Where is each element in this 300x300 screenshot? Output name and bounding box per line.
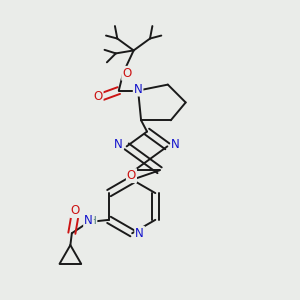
- Text: O: O: [71, 204, 80, 217]
- Text: N: N: [134, 82, 142, 96]
- Text: O: O: [122, 67, 131, 80]
- Text: N: N: [114, 138, 123, 152]
- Text: N: N: [171, 138, 180, 152]
- Text: H: H: [89, 216, 97, 226]
- Text: O: O: [93, 90, 103, 103]
- Text: N: N: [135, 227, 144, 240]
- Text: O: O: [127, 169, 136, 182]
- Text: N: N: [84, 214, 93, 227]
